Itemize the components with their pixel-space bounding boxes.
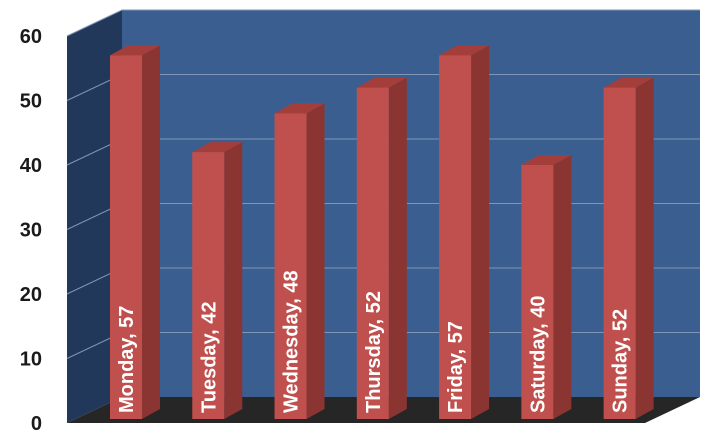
bar-group: Monday, 57 [110,45,160,419]
bar-data-label: Saturday, 40 [527,296,549,413]
bar-top [521,155,572,165]
y-tick-label: 10 [20,349,42,371]
bar-group: Friday, 57 [439,45,490,419]
bar-side [635,77,654,419]
bar-side [553,155,572,419]
bar-side [306,103,325,420]
y-tick-label: 50 [20,91,42,113]
bar-group: Sunday, 52 [603,77,654,419]
bar-side [471,45,490,419]
bar-top [274,103,325,114]
bar-side [224,142,243,419]
y-tick-label: 0 [31,413,42,435]
bar [110,55,142,419]
y-tick-label: 40 [20,155,42,177]
bar-top [192,142,243,153]
bar-data-label: Friday, 57 [445,321,467,413]
bar [439,55,472,419]
bar-data-label: Monday, 57 [116,306,138,413]
bar [274,113,307,420]
bar-group: Wednesday, 48 [274,103,325,420]
grid-line [66,9,700,37]
bar [192,152,225,419]
bar-group: Tuesday, 42 [192,142,243,419]
bar-series: Monday, 57 Tuesday, 42 Wednesday, 48 Thursd… [110,45,654,420]
bar-data-label: Tuesday, 42 [198,301,220,413]
bar-top [110,45,160,56]
bar-group: Saturday, 40 [521,155,572,419]
y-tick-label: 20 [20,284,42,306]
bar-top [356,77,407,88]
bar [521,165,554,419]
bar [603,87,636,419]
bar-top [439,45,490,56]
bar-group: Thursday, 52 [356,77,407,419]
bar-data-label: Thursday, 52 [363,291,385,413]
bar [356,87,389,419]
y-tick-label: 60 [20,26,42,48]
y-tick-label: 30 [20,220,42,242]
bar-data-label: Sunday, 52 [610,309,632,413]
bar-top [603,77,654,88]
bar-side [388,77,407,419]
y-axis: 0 10 20 30 40 50 60 [20,26,42,435]
bar-side [142,45,160,419]
bar-data-label: Wednesday, 48 [281,270,303,413]
